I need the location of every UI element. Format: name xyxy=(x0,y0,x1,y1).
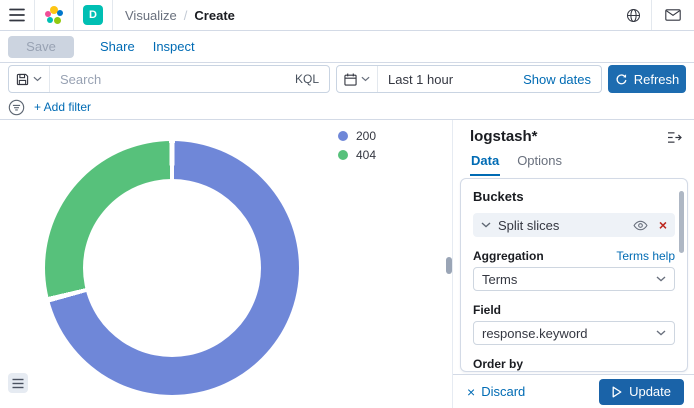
hamburger-icon xyxy=(9,8,25,22)
legend-item-404[interactable]: 404 xyxy=(338,147,376,163)
aggregation-label-row: Aggregation Terms help xyxy=(473,249,675,263)
save-button[interactable]: Save xyxy=(8,35,74,58)
scrollbar-thumb[interactable] xyxy=(679,191,684,253)
breadcrumb-separator: / xyxy=(183,7,188,23)
play-icon xyxy=(612,386,622,397)
field-select[interactable]: response.keyword xyxy=(473,321,675,345)
query-language-button[interactable]: KQL xyxy=(285,72,329,86)
split-slices-accordion[interactable]: Split slices × xyxy=(473,213,675,237)
eye-icon xyxy=(633,220,648,230)
refresh-icon xyxy=(616,73,627,84)
order-by-label: Order by xyxy=(473,357,524,371)
search-input-group: KQL xyxy=(8,65,330,93)
filter-icon[interactable] xyxy=(8,99,25,116)
legend-label: 200 xyxy=(356,129,377,143)
discard-label: Discard xyxy=(481,384,526,399)
divider xyxy=(112,0,113,30)
legend-item-200[interactable]: 200 xyxy=(338,128,376,144)
mail-icon xyxy=(665,9,681,21)
legend-label: 404 xyxy=(356,148,377,162)
divider xyxy=(651,0,652,30)
buckets-heading: Buckets xyxy=(473,189,524,204)
terms-help-link[interactable]: Terms help xyxy=(616,249,675,263)
aggregation-label: Aggregation xyxy=(473,249,544,263)
legend-dot xyxy=(338,131,348,141)
breadcrumb-visualize[interactable]: Visualize xyxy=(125,7,177,23)
update-label: Update xyxy=(629,384,671,399)
chart-legend: 200 404 xyxy=(338,128,376,163)
update-button[interactable]: Update xyxy=(599,378,684,405)
chevron-down-icon xyxy=(656,330,666,336)
chevron-down-icon xyxy=(33,76,42,82)
filter-bar: + Add filter xyxy=(0,95,694,119)
refresh-button[interactable]: Refresh xyxy=(608,65,686,93)
chevron-down-icon xyxy=(481,222,491,228)
index-pattern-title: logstash* xyxy=(470,128,538,145)
visualization-editor-panel: logstash* Data Options Buckets Split sli… xyxy=(453,120,694,408)
chevron-down-icon xyxy=(656,276,666,282)
help-button[interactable] xyxy=(615,0,651,30)
visualize-toolbar: Save Share Inspect xyxy=(0,31,694,63)
aggregation-select[interactable]: Terms xyxy=(473,267,675,291)
remove-bucket-button[interactable]: × xyxy=(658,217,667,233)
elastic-logo-icon[interactable] xyxy=(45,6,63,24)
legend-toggle-button[interactable] xyxy=(8,373,28,393)
discard-button[interactable]: × Discard xyxy=(467,384,525,399)
search-input[interactable] xyxy=(50,71,285,87)
chart-region: 200 404 xyxy=(0,120,452,408)
editor-tabs: Data Options xyxy=(470,153,563,176)
editor-footer: × Discard Update xyxy=(453,374,694,408)
toggle-visibility-button[interactable] xyxy=(633,220,648,231)
space-badge[interactable]: D xyxy=(83,5,103,25)
field-label: Field xyxy=(473,303,502,317)
chevron-down-icon xyxy=(361,76,370,82)
order-by-label-row: Order by xyxy=(473,357,675,371)
top-navigation-bar: D Visualize / Create xyxy=(0,0,694,31)
collapse-panel-button[interactable] xyxy=(665,129,684,146)
divider xyxy=(34,0,35,30)
collapse-icon xyxy=(668,132,682,143)
inspect-button[interactable]: Inspect xyxy=(152,39,195,54)
time-range-button[interactable]: Last 1 hour xyxy=(378,72,513,87)
saved-query-menu-button[interactable] xyxy=(9,66,50,92)
field-label-row: Field xyxy=(473,303,675,317)
share-button[interactable]: Share xyxy=(100,39,135,54)
buckets-card: Buckets Split slices × Aggregation Terms… xyxy=(460,178,688,372)
legend-dot xyxy=(338,150,348,160)
tab-data[interactable]: Data xyxy=(470,153,501,176)
close-icon: × xyxy=(467,383,476,400)
refresh-label: Refresh xyxy=(633,71,680,87)
breadcrumb-create: Create xyxy=(194,7,235,23)
divider xyxy=(0,119,694,120)
panel-resizer-handle[interactable] xyxy=(446,257,452,274)
donut-chart[interactable] xyxy=(45,141,299,395)
split-slices-label: Split slices xyxy=(498,217,560,233)
add-filter-button[interactable]: + Add filter xyxy=(34,100,92,114)
globe-icon xyxy=(626,8,640,22)
donut-hole xyxy=(83,179,261,357)
show-dates-button[interactable]: Show dates xyxy=(513,72,601,87)
menu-button[interactable] xyxy=(0,0,34,30)
list-icon xyxy=(12,378,24,388)
divider xyxy=(73,0,74,30)
newsfeed-button[interactable] xyxy=(652,0,694,30)
save-query-icon xyxy=(16,73,29,85)
date-quick-menu-button[interactable] xyxy=(337,66,378,92)
tab-options[interactable]: Options xyxy=(516,153,563,176)
calendar-icon xyxy=(344,73,357,86)
panel-resizer-line xyxy=(452,120,453,408)
breadcrumb: Visualize / Create xyxy=(113,8,235,23)
query-bar: KQL Last 1 hour Show dates Refresh xyxy=(0,63,694,95)
field-value: response.keyword xyxy=(482,325,588,341)
aggregation-value: Terms xyxy=(482,271,518,287)
date-picker-group: Last 1 hour Show dates xyxy=(336,65,602,93)
